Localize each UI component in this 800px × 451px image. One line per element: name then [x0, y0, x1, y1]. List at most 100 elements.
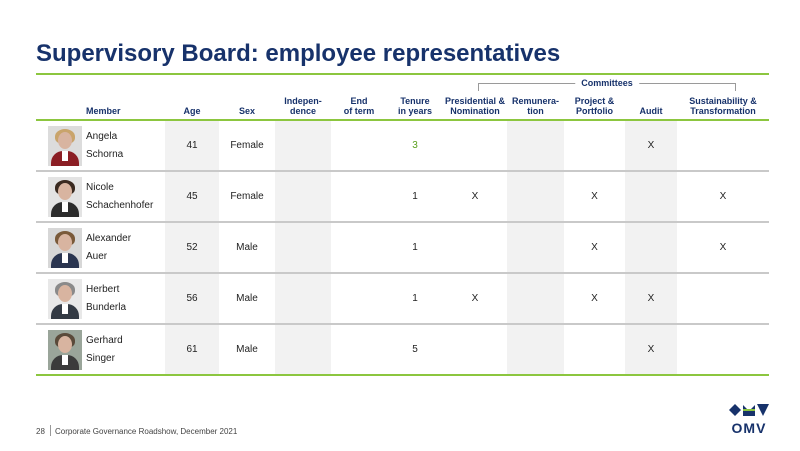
cell-independence [275, 171, 331, 222]
member-name: Herbert Bunderla [86, 273, 165, 324]
header-member: Member [86, 106, 121, 116]
member-name: Alexander Auer [86, 222, 165, 273]
header-audit: Audit [639, 106, 663, 116]
cell-project [564, 324, 625, 375]
member-last-name: Auer [86, 250, 108, 262]
cell-age: 52 [165, 222, 219, 273]
cell-age: 56 [165, 273, 219, 324]
header-independence: Indepen-dence [275, 93, 331, 120]
cell-age: 41 [165, 120, 219, 171]
header-remuneration-text: Remunera-tion [511, 96, 559, 116]
cell-sex: Female [230, 140, 264, 151]
member-name: Angela Schorna [86, 120, 165, 171]
table-row: Gerhard Singer 61 Male 5 X [36, 324, 769, 375]
member-last-name: Schorna [86, 148, 124, 160]
cell-independence [275, 222, 331, 273]
member-photo [48, 329, 82, 370]
cell-remuneration [507, 171, 564, 222]
committees-label: Committees [575, 78, 639, 88]
cell-remuneration [507, 120, 564, 171]
cell-end-of-term [331, 324, 387, 375]
header-tenure-text: Tenure in years [397, 96, 433, 116]
header-presidential: Presidential & Nomination [443, 93, 507, 120]
header-age: Age [183, 106, 201, 116]
board-table: Member Age Sex Indepen-dence End of term … [36, 93, 769, 376]
member-photo-cell [36, 120, 86, 171]
member-photo-cell [36, 171, 86, 222]
cell-end-of-term [331, 171, 387, 222]
cell-presidential [443, 120, 507, 171]
member-first-name: Nicole [86, 181, 114, 193]
header-sustainability: Sustainability & Transformation [677, 93, 769, 120]
cell-audit [625, 222, 677, 273]
cell-age: 61 [165, 324, 219, 375]
cell-sustainability [677, 273, 769, 324]
cell-independence [275, 120, 331, 171]
cell-presidential: X [471, 191, 479, 202]
member-first-name: Angela [86, 130, 118, 142]
cell-presidential [443, 222, 507, 273]
footer-page-number: 28 [36, 427, 45, 436]
cell-remuneration [507, 324, 564, 375]
footer-text: Corporate Governance Roadshow, December … [55, 427, 238, 436]
omv-logo: OMV [728, 404, 770, 438]
header-tenure: Tenure in years [387, 93, 443, 120]
cell-project: X [591, 293, 598, 304]
cell-sustainability [677, 120, 769, 171]
cell-remuneration [507, 273, 564, 324]
cell-end-of-term [331, 273, 387, 324]
header-independence-text: Indepen-dence [284, 96, 322, 116]
cell-independence [275, 324, 331, 375]
committees-bracket: Committees [478, 78, 736, 91]
member-photo [48, 278, 82, 319]
cell-end-of-term [331, 120, 387, 171]
cell-sex: Male [236, 242, 258, 253]
member-first-name: Gerhard [86, 334, 123, 346]
table-header-row: Member Age Sex Indepen-dence End of term … [36, 93, 769, 120]
page-title: Supervisory Board: employee representati… [36, 40, 561, 67]
cell-sex: Male [236, 344, 258, 355]
member-photo [48, 227, 82, 268]
member-first-name: Alexander [86, 232, 132, 244]
cell-end-of-term [331, 222, 387, 273]
member-first-name: Herbert [86, 283, 120, 295]
header-project-text: Project & Portfolio [574, 96, 615, 116]
cell-audit: X [625, 324, 677, 375]
cell-tenure: 5 [412, 344, 418, 355]
member-photo-cell [36, 222, 86, 273]
cell-project [564, 120, 625, 171]
member-photo-cell [36, 273, 86, 324]
cell-tenure: 1 [412, 242, 418, 253]
cell-tenure: 1 [412, 293, 418, 304]
cell-project: X [591, 242, 598, 253]
member-name: Nicole Schachenhofer [86, 171, 165, 222]
header-photo [36, 93, 86, 120]
table-row: Alexander Auer 52 Male 1 X X [36, 222, 769, 273]
cell-tenure: 1 [412, 191, 418, 202]
cell-age: 45 [165, 171, 219, 222]
table-row: Nicole Schachenhofer 45 Female 1 X X X [36, 171, 769, 222]
header-end-of-term-text: End of term [343, 96, 375, 116]
member-photo [48, 125, 82, 166]
cell-remuneration [507, 222, 564, 273]
cell-sustainability: X [719, 242, 727, 253]
header-remuneration: Remunera-tion [507, 93, 564, 120]
member-name: Gerhard Singer [86, 324, 165, 375]
cell-presidential [443, 324, 507, 375]
member-photo-cell [36, 324, 86, 375]
header-sex: Sex [238, 106, 255, 116]
cell-project: X [591, 191, 598, 202]
header-sustainability-text: Sustainability & Transformation [689, 96, 757, 116]
cell-sex: Female [230, 191, 264, 202]
cell-audit: X [625, 120, 677, 171]
cell-sustainability: X [719, 191, 727, 202]
footer-separator [50, 425, 51, 436]
omv-logo-text: OMV [731, 420, 767, 436]
member-last-name: Schachenhofer [86, 199, 154, 211]
title-underline [36, 73, 769, 75]
cell-independence [275, 273, 331, 324]
header-end-of-term: End of term [331, 93, 387, 120]
member-last-name: Bunderla [86, 301, 127, 313]
cell-audit: X [625, 273, 677, 324]
member-photo [48, 176, 82, 217]
